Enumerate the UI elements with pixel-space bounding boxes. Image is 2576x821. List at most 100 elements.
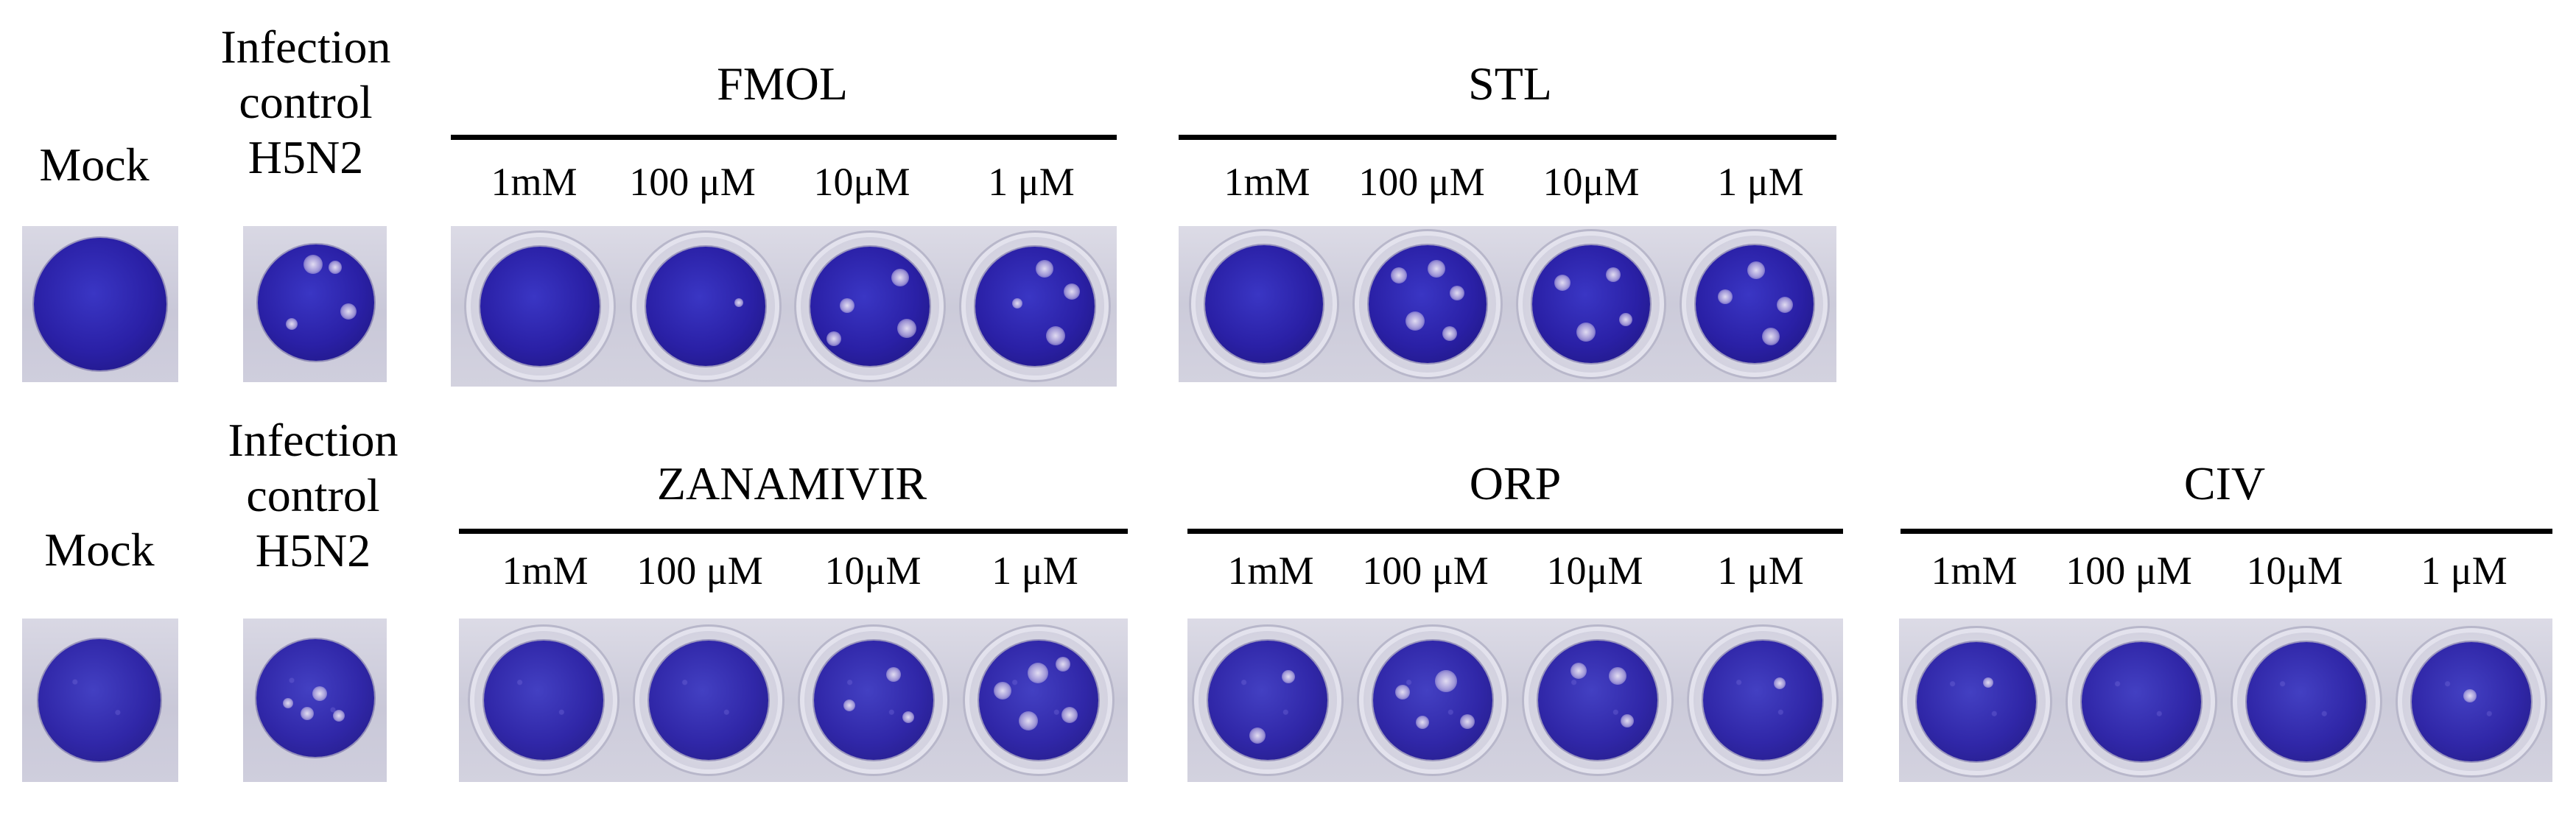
stained-well: [814, 641, 933, 760]
group-rule-fmol: [451, 135, 1117, 140]
control-line-3: H5N2: [255, 524, 371, 577]
conc-label: 1 μM: [1717, 160, 1804, 204]
plaque: [1395, 685, 1410, 700]
control-line-1: Infection: [228, 414, 399, 466]
stained-well: [1696, 245, 1814, 363]
plaque: [1609, 667, 1626, 685]
mock-well-photo-top: [22, 226, 178, 382]
infection-control-label-top: Infection control H5N2: [199, 19, 413, 185]
plaque: [1282, 670, 1295, 683]
stained-well: [1369, 245, 1487, 363]
stained-well: [2082, 642, 2201, 761]
plaque: [843, 700, 855, 711]
conc-label: 10μM: [824, 549, 922, 593]
plaque: [2463, 689, 2477, 702]
stained-well: [34, 238, 166, 370]
plaque: [1056, 657, 1070, 672]
conc-label: 1mM: [1931, 549, 2018, 593]
conc-label: 1mM: [491, 160, 578, 204]
stained-well: [1917, 642, 2036, 761]
stained-well: [484, 641, 603, 760]
plaque: [1983, 677, 1993, 688]
plaque: [301, 707, 314, 720]
plaque: [827, 331, 841, 346]
plaque: [1762, 328, 1780, 345]
stained-well: [1205, 245, 1323, 363]
group-title-orp: ORP: [1469, 457, 1562, 510]
stained-well: [38, 639, 161, 761]
stained-well: [810, 247, 930, 366]
plaque: [1249, 727, 1266, 744]
plaque: [333, 710, 345, 722]
plaque: [1019, 711, 1038, 730]
control-line-2: control: [246, 469, 380, 521]
plaque: [1435, 670, 1457, 692]
plaque: [994, 682, 1011, 700]
stained-well: [979, 641, 1098, 760]
conc-label: 10μM: [2246, 549, 2343, 593]
stained-well: [2247, 642, 2366, 761]
plaque: [734, 298, 743, 307]
conc-label: 100 μM: [2066, 549, 2192, 593]
plaque: [1460, 714, 1475, 729]
conc-label: 100 μM: [1358, 160, 1485, 204]
conc-label: 100 μM: [629, 160, 756, 204]
plaque: [1428, 260, 1445, 278]
stained-well: [256, 639, 374, 757]
plaque: [340, 303, 357, 320]
conc-label: 1mM: [1227, 549, 1314, 593]
plaque: [1442, 326, 1457, 341]
conc-label: 10μM: [813, 160, 910, 204]
plaque: [1391, 267, 1407, 283]
stained-well: [1208, 641, 1327, 760]
stained-well: [1532, 245, 1650, 363]
conc-label: 100 μM: [1362, 549, 1489, 593]
conc-label: 1 μM: [988, 160, 1075, 204]
group-title-fmol: FMOL: [717, 57, 848, 110]
plaque: [1747, 261, 1765, 279]
plaque: [897, 319, 916, 338]
control-line-2: control: [239, 76, 373, 128]
stained-well: [1538, 641, 1657, 760]
plaque: [1576, 323, 1596, 342]
stained-well: [649, 641, 768, 760]
plaque: [1718, 289, 1733, 304]
conc-label: 1 μM: [2421, 549, 2507, 593]
plaque: [891, 269, 909, 286]
group-title-stl: STL: [1468, 57, 1552, 110]
conc-label: 1mM: [1224, 160, 1310, 204]
conc-label: 100 μM: [636, 549, 763, 593]
stained-well: [1373, 641, 1492, 760]
plaque: [329, 261, 342, 274]
mock-well-photo-bottom: [22, 619, 178, 782]
plaque: [1036, 260, 1053, 278]
control-line-3: H5N2: [248, 131, 364, 183]
stained-well: [646, 247, 765, 366]
plaque: [303, 255, 323, 274]
stained-well: [258, 244, 374, 361]
plaque: [312, 686, 327, 701]
plaque: [1554, 275, 1570, 291]
stained-well: [2412, 642, 2531, 761]
plaque: [1777, 297, 1793, 313]
zanamivir-well-strip: [459, 619, 1128, 782]
plaque: [283, 698, 293, 708]
plaque: [1061, 707, 1078, 723]
plaque: [1621, 714, 1634, 727]
plaque: [1450, 286, 1464, 300]
conc-label: 1 μM: [1717, 549, 1804, 593]
group-rule-orp: [1187, 529, 1843, 534]
conc-label: 1mM: [502, 549, 589, 593]
conc-label: 1 μM: [992, 549, 1078, 593]
plaque: [1416, 716, 1429, 729]
plaque: [1028, 663, 1048, 683]
stl-well-strip: [1179, 226, 1836, 382]
group-rule-stl: [1179, 135, 1836, 140]
plaque: [1570, 663, 1587, 679]
infection-control-well-photo-top: [243, 226, 387, 382]
orp-well-strip: [1187, 619, 1843, 782]
plaque: [1774, 677, 1786, 689]
stained-well: [1703, 641, 1822, 760]
group-title-zanamivir: ZANAMIVIR: [656, 457, 927, 510]
conc-label: 10μM: [1546, 549, 1643, 593]
